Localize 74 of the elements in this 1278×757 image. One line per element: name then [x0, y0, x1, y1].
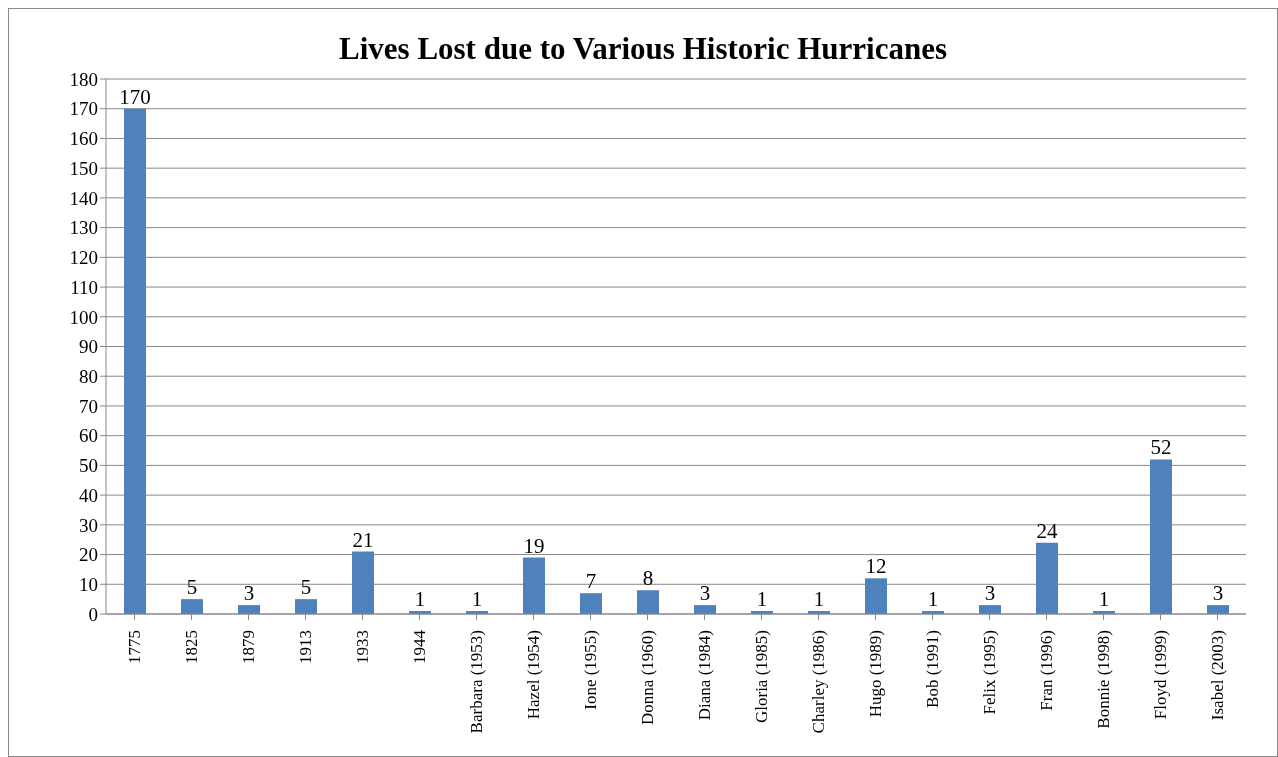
bar	[181, 599, 203, 614]
data-label: 1	[471, 587, 483, 612]
y-tick-label: 110	[70, 276, 98, 298]
y-tick-label: 60	[79, 425, 98, 447]
bar	[865, 578, 887, 614]
y-tick-label: 150	[69, 157, 98, 179]
bar	[1150, 459, 1172, 614]
x-tick-label: Hazel (1954)	[524, 630, 543, 720]
data-label: 5	[300, 575, 312, 600]
y-tick-label: 10	[79, 574, 98, 596]
y-tick-label: 40	[79, 484, 98, 506]
x-tick-label: Barbara (1953)	[467, 630, 486, 734]
data-label: 170	[119, 84, 151, 109]
data-label: 21	[352, 527, 374, 552]
y-tick-label: 170	[69, 98, 98, 120]
y-tick-label: 70	[79, 395, 98, 417]
bar	[523, 557, 545, 614]
bar	[694, 605, 716, 614]
y-tick-label: 140	[69, 187, 98, 209]
data-label: 7	[585, 569, 597, 594]
x-tick-label: Felix (1995)	[980, 630, 999, 715]
data-label: 1	[927, 587, 939, 612]
x-tick-label: 1944	[410, 629, 429, 664]
data-label: 1	[756, 587, 768, 612]
bar	[238, 605, 260, 614]
x-tick-label: Charley (1986)	[809, 630, 828, 734]
bar	[637, 590, 659, 614]
x-tick-label: 1933	[353, 630, 372, 664]
y-tick-label: 50	[79, 455, 98, 477]
bar	[352, 551, 374, 614]
data-label: 24	[1036, 518, 1058, 543]
x-tick-label: Donna (1960)	[638, 630, 657, 725]
bar	[979, 605, 1001, 614]
y-tick-label: 120	[69, 247, 98, 269]
x-tick-label: Hugo (1989)	[866, 630, 885, 718]
x-tick-label: Diana (1984)	[695, 630, 714, 721]
x-tick-label: Floyd (1999)	[1151, 630, 1170, 720]
data-label: 3	[1212, 581, 1224, 606]
x-tick-label: Fran (1996)	[1037, 630, 1056, 711]
x-tick-label: Isabel (2003)	[1208, 630, 1227, 721]
y-tick-label: 130	[69, 217, 98, 239]
data-label: 1	[1098, 587, 1110, 612]
data-label: 3	[699, 581, 711, 606]
x-tick-label: 1879	[239, 630, 258, 664]
chart-title: Lives Lost due to Various Historic Hurricanes	[338, 31, 948, 67]
x-tick-label: Bob (1991)	[923, 630, 942, 708]
data-label: 3	[243, 581, 255, 606]
x-tick-label: 1913	[296, 630, 315, 664]
x-tick-label: Gloria (1985)	[752, 630, 771, 724]
bar	[1036, 542, 1058, 614]
data-label: 12	[865, 554, 887, 579]
data-label: 5	[186, 575, 198, 600]
x-tick-label: Bonnie (1998)	[1094, 630, 1113, 729]
data-label: 19	[523, 533, 545, 558]
y-tick-label: 20	[79, 544, 98, 566]
y-tick-label: 80	[79, 365, 98, 387]
x-tick-label: 1775	[125, 630, 144, 664]
x-tick-label: Ione (1955)	[581, 630, 600, 710]
bar	[295, 599, 317, 614]
bar	[580, 593, 602, 614]
data-label: 1	[813, 587, 825, 612]
y-tick-label: 160	[69, 128, 98, 150]
data-label: 8	[642, 566, 654, 591]
bar	[124, 108, 146, 614]
data-label: 3	[984, 581, 996, 606]
y-tick-label: 30	[79, 514, 98, 536]
y-tick-label: 100	[69, 306, 98, 328]
bar	[1207, 605, 1229, 614]
y-tick-label: 0	[88, 603, 98, 625]
x-tick-label: 1825	[182, 630, 201, 664]
y-tick-label: 90	[79, 336, 98, 358]
data-label: 1	[414, 587, 426, 612]
data-label: 52	[1150, 435, 1172, 460]
y-tick-label: 180	[69, 68, 98, 90]
